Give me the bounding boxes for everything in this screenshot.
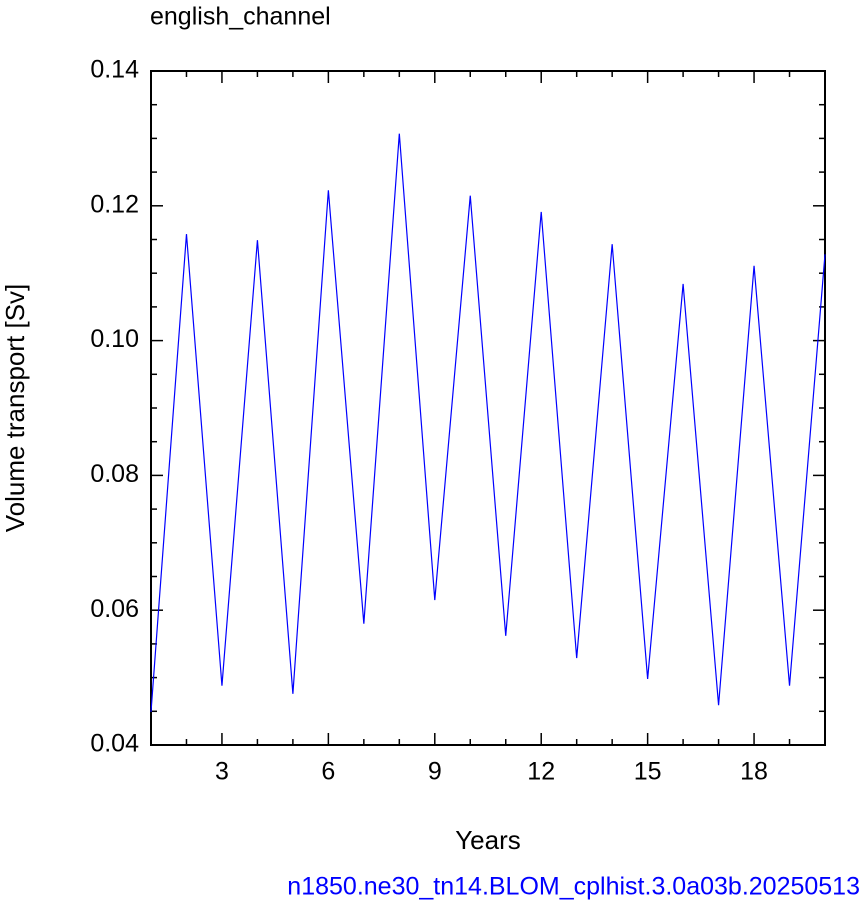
y-tick-label: 0.08 xyxy=(90,460,139,488)
x-tick-label: 12 xyxy=(527,758,555,786)
data-line xyxy=(150,133,826,713)
x-tick-label: 6 xyxy=(321,758,335,786)
y-axis-label: Volume transport [Sv] xyxy=(0,284,30,533)
y-tick-label: 0.14 xyxy=(90,56,139,84)
x-tick-label: 18 xyxy=(740,758,768,786)
x-tick-label: 15 xyxy=(634,758,662,786)
y-tick-label: 0.10 xyxy=(90,325,139,353)
chart-title: english_channel xyxy=(150,3,331,31)
x-axis-label: Years xyxy=(455,825,521,855)
y-tick-label: 0.06 xyxy=(90,595,139,623)
x-tick-label: 3 xyxy=(215,758,229,786)
y-tick-label: 0.12 xyxy=(90,190,139,218)
x-tick-label: 9 xyxy=(428,758,442,786)
y-tick-label: 0.04 xyxy=(90,730,139,758)
subtitle: n1850.ne30_tn14.BLOM_cplhist.3.0a03b.202… xyxy=(287,873,860,901)
